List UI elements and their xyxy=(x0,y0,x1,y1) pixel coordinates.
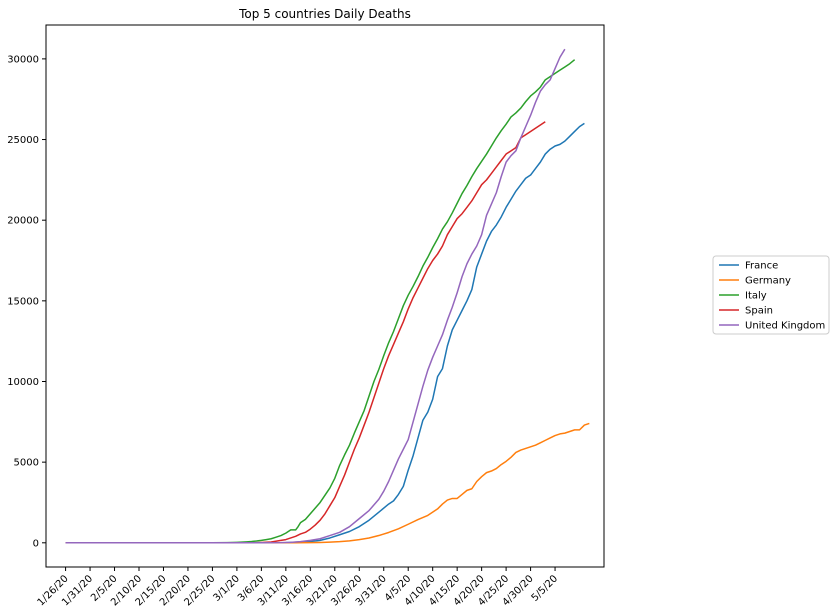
chart-title: Top 5 countries Daily Deaths xyxy=(238,7,411,21)
legend: France Germany Italy Spain United Kingdom xyxy=(712,255,830,335)
series-layer xyxy=(65,48,590,544)
series-line-italy xyxy=(65,59,576,544)
legend-label-france: France xyxy=(745,261,778,272)
y-tick-label-3: 15000 xyxy=(7,296,39,307)
y-tick-label-2: 10000 xyxy=(7,377,39,388)
legend-box xyxy=(712,255,830,335)
series-line-france xyxy=(65,122,585,544)
x-tick-label-20: 5/5/20 xyxy=(530,573,561,604)
y-tick-label-0: 0 xyxy=(33,538,39,549)
legend-label-italy: Italy xyxy=(745,291,767,302)
y-tick-label-1: 5000 xyxy=(14,458,39,469)
y-tick-label-4: 20000 xyxy=(7,216,39,227)
legend-label-spain: Spain xyxy=(745,306,773,317)
series-line-united-kingdom xyxy=(65,48,566,544)
plot-frame xyxy=(45,24,605,568)
y-axis: 0 5000 10000 15000 20000 25000 30000 xyxy=(7,54,46,549)
y-tick-label-6: 30000 xyxy=(7,54,39,65)
y-tick-label-5: 25000 xyxy=(7,135,39,146)
legend-label-united-kingdom: United Kingdom xyxy=(745,321,825,332)
series-line-germany xyxy=(65,422,590,544)
x-axis: 1/26/201/31/202/5/202/10/202/15/202/20/2… xyxy=(36,567,561,608)
legend-label-germany: Germany xyxy=(745,276,791,287)
series-line-spain xyxy=(65,121,546,544)
x-tick-label-7: 3/1/20 xyxy=(211,573,242,604)
